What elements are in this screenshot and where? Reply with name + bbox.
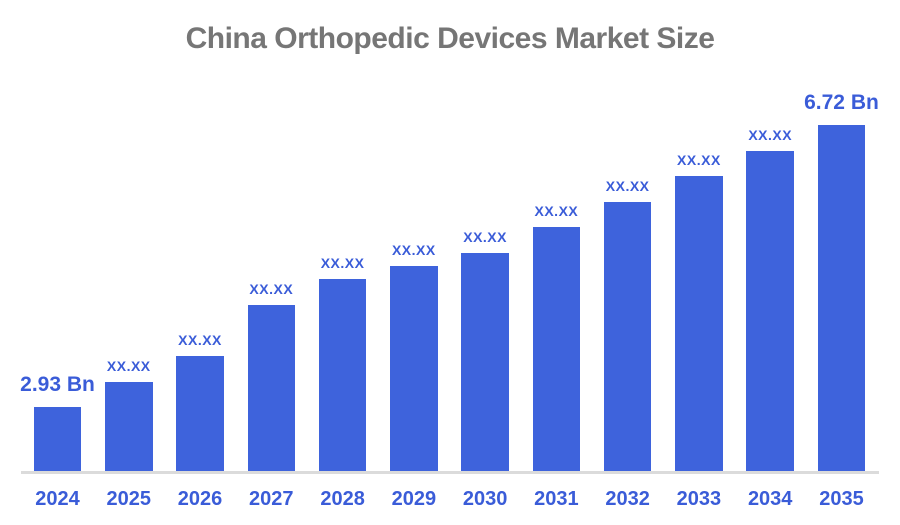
value-label-2031: XX.XX [534,203,579,219]
year-label-2035: 2035 [819,488,864,510]
value-label-2030: XX.XX [463,229,507,245]
value-label-2032: XX.XX [605,178,650,194]
bar-2033 [675,176,723,471]
year-label-2028: 2028 [320,488,365,510]
value-label-2035: 6.72 Bn [804,91,879,114]
bar-2031 [532,227,581,471]
bar-2030 [461,253,509,471]
value-label-2027: XX.XX [249,281,294,297]
value-label-2026: XX.XX [178,332,222,348]
chart-title: China Orthopedic Devices Market Size [185,22,715,55]
year-label-2026: 2026 [177,488,223,510]
value-label-2033: XX.XX [677,152,721,168]
bar-2025 [104,382,153,471]
year-label-2025: 2025 [106,488,152,510]
year-label-2033: 2033 [676,488,722,510]
bar-2032 [603,202,652,471]
bar-2034 [746,151,794,471]
bar-2035 [817,125,866,471]
value-label-2025: XX.XX [106,358,151,374]
year-label-2034: 2034 [747,488,793,510]
bar-2029 [390,266,438,471]
bar-2026 [176,356,224,471]
value-label-2034: XX.XX [748,127,793,143]
value-label-2024: 2.93 Bn [20,373,95,396]
year-label-2032: 2032 [605,488,650,510]
x-axis-line [21,471,879,474]
value-label-2028: XX.XX [320,255,365,271]
value-label-2029: XX.XX [391,242,436,258]
year-label-2029: 2029 [391,488,437,510]
year-label-2030: 2030 [462,488,508,510]
year-label-2024: 2024 [35,488,80,510]
bar-2027 [247,305,296,471]
bar-2028 [318,279,367,471]
year-label-2027: 2027 [249,488,294,510]
bar-2024 [33,407,82,471]
year-label-2031: 2031 [534,488,579,510]
